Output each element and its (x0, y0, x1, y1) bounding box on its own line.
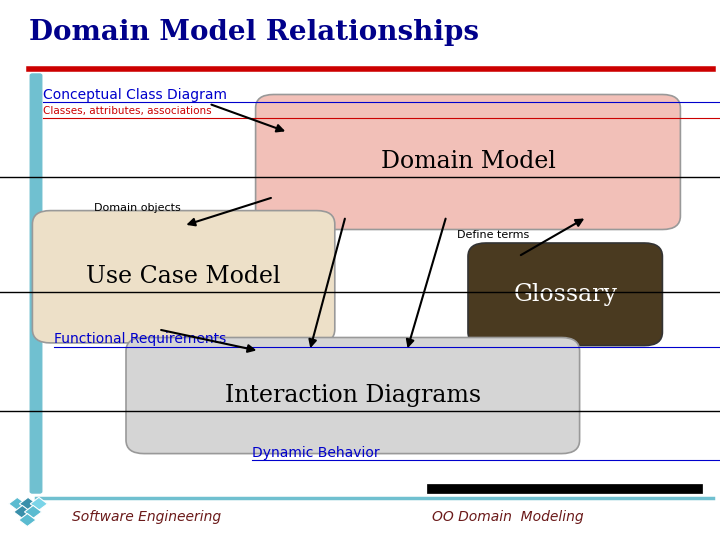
Text: Dynamic Behavior: Dynamic Behavior (252, 446, 379, 460)
Text: Conceptual Class Diagram: Conceptual Class Diagram (43, 87, 228, 102)
Polygon shape (19, 514, 36, 526)
Polygon shape (24, 505, 42, 518)
Text: Software Engineering: Software Engineering (72, 510, 221, 524)
Polygon shape (30, 497, 48, 510)
Polygon shape (19, 497, 37, 510)
Text: Use Case Model: Use Case Model (86, 265, 281, 288)
Text: Interaction Diagrams: Interaction Diagrams (225, 384, 481, 407)
Text: Domain objects: Domain objects (94, 203, 180, 213)
Text: Classes, attributes, associations: Classes, attributes, associations (43, 106, 212, 116)
Polygon shape (9, 497, 26, 510)
FancyBboxPatch shape (256, 94, 680, 230)
Polygon shape (14, 505, 31, 518)
Text: OO Domain  Modeling: OO Domain Modeling (432, 510, 584, 524)
Text: Glossary: Glossary (513, 283, 617, 306)
FancyBboxPatch shape (32, 211, 335, 343)
FancyBboxPatch shape (30, 74, 42, 493)
Text: Domain Model: Domain Model (381, 151, 555, 173)
FancyBboxPatch shape (468, 243, 662, 346)
Text: Functional Requirements: Functional Requirements (54, 332, 226, 346)
FancyBboxPatch shape (126, 338, 580, 454)
Text: Domain Model Relationships: Domain Model Relationships (29, 19, 479, 46)
Text: Define terms: Define terms (457, 230, 529, 240)
